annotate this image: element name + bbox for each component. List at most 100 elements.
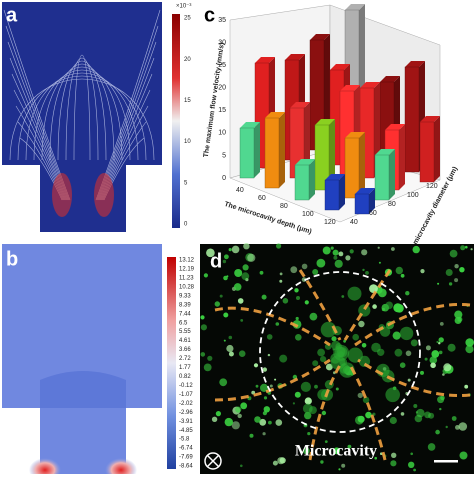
particle <box>430 362 436 369</box>
particle <box>465 345 474 354</box>
bar-side <box>399 124 405 190</box>
panel-label: b <box>6 248 18 270</box>
colorbar-tick-label: 12.19 <box>179 267 195 273</box>
particle <box>377 288 387 298</box>
particle <box>400 412 405 416</box>
y-tick-label: 120 <box>426 183 438 190</box>
particle <box>385 387 401 403</box>
bar-side <box>359 132 365 198</box>
particle <box>361 249 368 256</box>
particle <box>226 275 229 278</box>
particle <box>415 411 418 414</box>
particle <box>410 452 414 456</box>
particle <box>338 468 341 471</box>
particle <box>224 417 233 427</box>
particle <box>377 246 380 249</box>
bar-front <box>294 164 310 201</box>
particle <box>263 396 268 400</box>
particle <box>405 291 410 296</box>
particle <box>399 362 406 369</box>
particle <box>242 264 249 271</box>
colorbar <box>167 257 176 469</box>
colorbar-tick-label: 6.5 <box>179 320 188 326</box>
particle <box>399 326 414 341</box>
particle <box>211 416 218 422</box>
streamline <box>73 54 91 161</box>
particle <box>391 247 395 251</box>
particle <box>365 271 369 275</box>
flow-field <box>2 2 162 232</box>
particle <box>268 420 272 425</box>
particle <box>395 266 403 275</box>
particle <box>320 356 327 363</box>
particle <box>330 246 334 250</box>
particle <box>412 245 420 254</box>
particle <box>357 392 363 399</box>
particle <box>431 350 440 358</box>
particle <box>238 350 246 358</box>
particle <box>300 381 311 392</box>
panel-label: a <box>6 4 18 26</box>
particle <box>234 269 243 277</box>
bar-top <box>405 61 425 67</box>
particle <box>347 444 352 449</box>
particle <box>362 268 365 272</box>
colorbar-tick-label: 8.39 <box>179 302 191 308</box>
colorbar-tick-label: -8.64 <box>179 464 193 470</box>
particle <box>200 315 205 320</box>
particle <box>294 288 299 293</box>
particle <box>237 413 242 419</box>
bar-front <box>354 193 370 215</box>
bar-side <box>369 188 375 214</box>
bar-top <box>240 122 260 128</box>
bar-top <box>345 4 365 10</box>
particle <box>231 421 240 430</box>
z-tick-label: 30 <box>218 39 226 46</box>
particle <box>203 273 208 278</box>
colorbar-tick-label: 25 <box>184 16 191 22</box>
particle <box>312 360 319 367</box>
scale-bar <box>434 460 458 463</box>
particle <box>279 279 283 283</box>
colorbar-tick-label: -5.8 <box>179 437 190 443</box>
particle <box>343 339 346 343</box>
particle <box>372 304 377 309</box>
particle <box>407 378 411 382</box>
colorbar-tick-label: -2.02 <box>179 401 193 407</box>
particle <box>223 339 226 342</box>
bar-side <box>329 119 335 190</box>
z-tick-label: 20 <box>218 85 226 92</box>
bar-top <box>285 54 305 60</box>
particle <box>335 387 339 391</box>
colorbar-tick-label: 7.44 <box>179 311 191 317</box>
bar-front <box>419 121 435 183</box>
panel-label: c <box>204 4 215 26</box>
particle <box>254 416 261 423</box>
y-tick-label: 100 <box>407 192 419 199</box>
colorbar-tick-label: 9.33 <box>179 293 191 299</box>
direction-symbol <box>204 452 222 470</box>
particle <box>357 415 365 423</box>
colorbar <box>172 14 180 228</box>
colorbar-tick-label: 10 <box>184 139 191 145</box>
colorbar-tick-label: 2.72 <box>179 356 191 362</box>
colorbar-tick-label: 13.12 <box>179 258 195 264</box>
bar-top <box>330 64 350 70</box>
particle <box>207 355 213 361</box>
colorbar-tick-label: 5.55 <box>179 329 191 335</box>
particle <box>335 346 346 357</box>
particle <box>290 266 298 274</box>
particle <box>424 411 431 419</box>
particle <box>460 245 466 251</box>
particle <box>385 301 394 310</box>
bar-top <box>355 188 375 194</box>
bar-top <box>265 112 285 118</box>
vortex <box>52 173 72 217</box>
bar-side <box>339 174 345 210</box>
particle <box>262 367 267 372</box>
colorbar-tick-label: 5 <box>184 180 188 186</box>
particle <box>320 460 324 464</box>
bar-top <box>295 159 315 165</box>
panel-a: a ×10⁻³ <box>2 2 191 232</box>
